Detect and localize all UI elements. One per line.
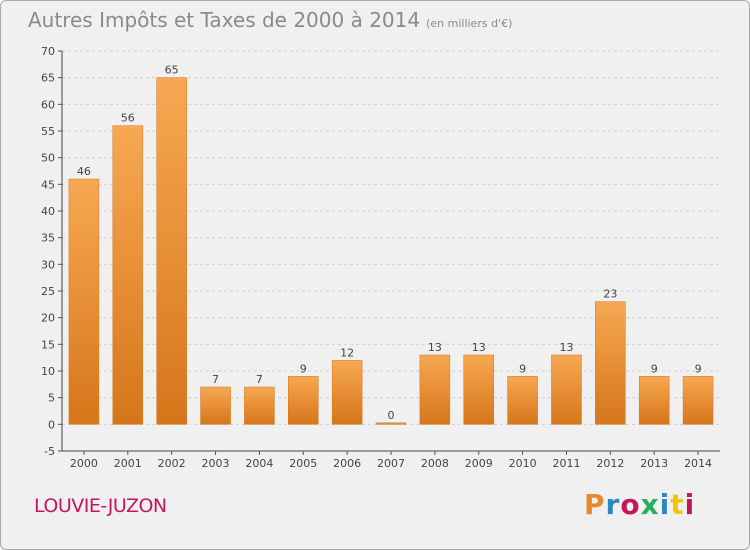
x-tick-label: 2002	[158, 457, 186, 470]
chart-subtitle: (en milliers d'€)	[426, 17, 513, 30]
chart-title-text: Autres Impôts et Taxes de 2000 à 2014	[28, 8, 421, 32]
x-tick-label: 2008	[421, 457, 449, 470]
bar-value-label: 9	[695, 362, 702, 375]
x-tick-label: 2013	[640, 457, 668, 470]
y-tick-label: 25	[41, 285, 55, 298]
bar	[682, 376, 714, 425]
bar	[112, 125, 144, 425]
x-tick-label: 2004	[245, 457, 273, 470]
bar-value-label: 13	[428, 341, 442, 354]
y-tick-label: 10	[41, 365, 55, 378]
x-tick-label: 2003	[202, 457, 230, 470]
bar	[156, 77, 187, 425]
chart-title: Autres Impôts et Taxes de 2000 à 2014 (en…	[28, 8, 512, 32]
bar-value-label: 13	[472, 341, 486, 354]
bar	[638, 376, 670, 425]
logo-letter: x	[640, 488, 660, 521]
bar-value-label: 12	[340, 346, 354, 359]
bar	[507, 376, 538, 425]
bar-value-label: 13	[559, 341, 573, 354]
bar	[595, 301, 626, 425]
x-tick-label: 2005	[289, 457, 317, 470]
x-tick-label: 2011	[552, 457, 580, 470]
y-tick-label: 15	[41, 338, 55, 351]
bar-value-label: 56	[121, 112, 135, 125]
bar	[200, 386, 231, 425]
y-tick-label: 60	[41, 98, 55, 111]
x-tick-label: 2012	[596, 457, 624, 470]
bar-value-label: 9	[300, 362, 307, 375]
x-tick-label: 2007	[377, 457, 405, 470]
bar-value-label: 46	[77, 165, 91, 178]
y-tick-label: 20	[41, 312, 55, 325]
logo-letter: t	[670, 488, 685, 521]
bar-value-label: 9	[519, 362, 526, 375]
y-tick-label: 35	[41, 232, 55, 245]
bar	[463, 354, 494, 425]
y-tick-label: -5	[44, 445, 55, 458]
bar	[419, 354, 451, 425]
y-tick-label: 65	[41, 72, 55, 85]
bar	[375, 422, 407, 425]
y-tick-label: 40	[41, 205, 55, 218]
y-tick-label: 5	[48, 392, 55, 405]
x-tick-label: 2001	[114, 457, 142, 470]
y-tick-label: 70	[41, 45, 55, 58]
bar-value-label: 0	[388, 409, 395, 422]
bar-value-label: 9	[651, 362, 658, 375]
bar	[244, 386, 275, 425]
bar	[288, 376, 319, 425]
y-tick-label: 50	[41, 152, 55, 165]
logo-letter: i	[684, 488, 696, 521]
x-tick-label: 2000	[70, 457, 98, 470]
x-tick-label: 2009	[465, 457, 493, 470]
commune-name: LOUVIE-JUZON	[34, 495, 167, 517]
proxiti-logo: Proxiti	[584, 488, 695, 521]
y-tick-label: 30	[41, 258, 55, 271]
bar	[551, 354, 582, 425]
y-tick-label: 55	[41, 125, 55, 138]
logo-letter: i	[659, 488, 671, 521]
y-tick-label: 0	[48, 418, 55, 431]
x-tick-label: 2014	[684, 457, 712, 470]
bar	[68, 178, 100, 425]
bar-value-label: 7	[212, 373, 219, 386]
y-tick-label: 45	[41, 178, 55, 191]
bar-value-label: 23	[603, 288, 617, 301]
x-tick-label: 2010	[509, 457, 537, 470]
logo-letter: r	[605, 488, 621, 521]
logo-letter: P	[584, 488, 606, 521]
bar	[331, 360, 363, 425]
bar-value-label: 65	[165, 64, 179, 77]
bar-value-label: 7	[256, 373, 263, 386]
logo-letter: o	[620, 488, 641, 521]
x-tick-label: 2006	[333, 457, 361, 470]
